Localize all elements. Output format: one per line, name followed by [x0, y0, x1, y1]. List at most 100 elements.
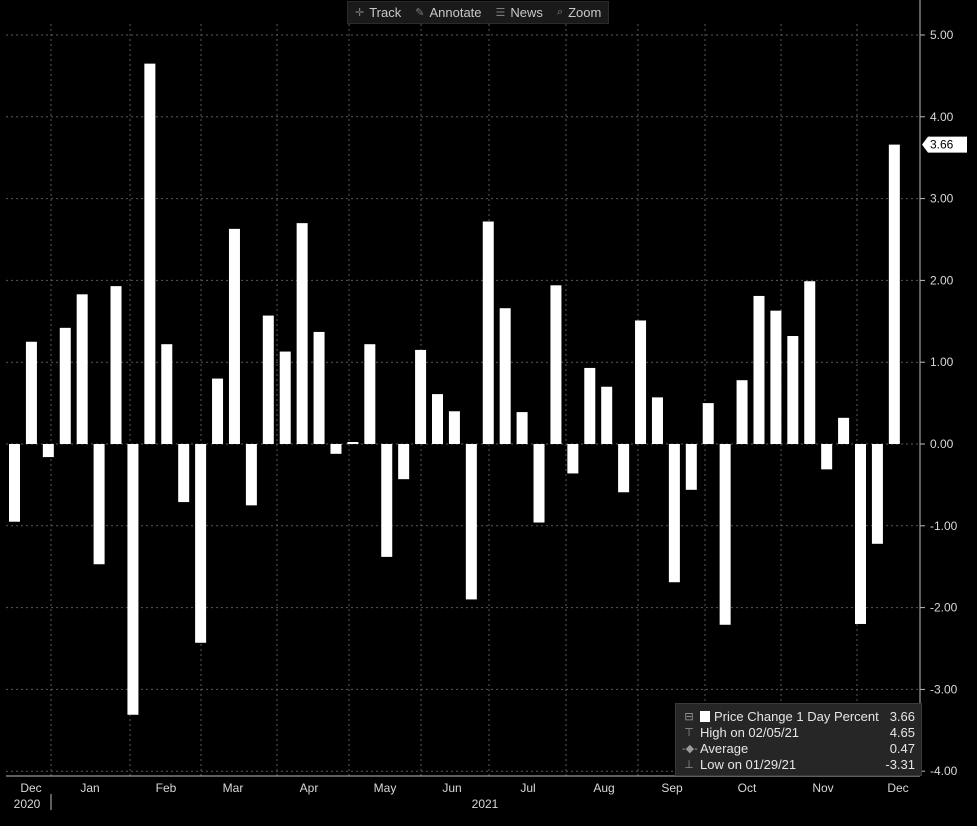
bar — [59, 327, 71, 444]
bar — [668, 444, 680, 583]
bar — [76, 294, 88, 444]
chart-toolbar: ✛ Track ✎ Annotate ☰ News ⌕ Zoom — [347, 1, 610, 24]
bar — [195, 444, 207, 643]
news-button[interactable]: ☰ News — [489, 2, 550, 23]
bar — [838, 417, 850, 444]
x-month-label: Aug — [593, 781, 614, 795]
bars — [9, 63, 900, 715]
bar — [364, 344, 376, 444]
bar — [245, 444, 257, 506]
legend-high-label: High on 02/05/21 — [700, 724, 800, 740]
y-tick-label: 0.00 — [930, 437, 954, 451]
average-marker-icon: -◆- — [682, 742, 698, 755]
bar — [25, 341, 37, 444]
bar — [685, 444, 697, 490]
zoom-label: Zoom — [568, 5, 602, 20]
pencil-icon: ✎ — [415, 7, 425, 19]
x-month-label: Jan — [80, 781, 99, 795]
bar — [736, 380, 748, 444]
bar — [770, 310, 782, 444]
bar — [871, 444, 883, 544]
bar — [432, 394, 443, 444]
bar — [279, 351, 291, 444]
x-month-label: May — [374, 781, 397, 795]
x-month-label: Mar — [223, 781, 244, 795]
magnifier-icon: ⌕ — [556, 6, 564, 18]
y-tick-label: -4.00 — [930, 764, 958, 778]
bar — [178, 444, 190, 503]
x-year-label: 2020 — [14, 797, 41, 811]
y-tick-label: 4.00 — [930, 110, 954, 124]
last-value-tag-text: 3.66 — [930, 138, 954, 152]
bar — [161, 344, 173, 444]
bar — [516, 412, 528, 444]
bar — [448, 411, 460, 444]
legend-panel: ⊟ Price Change 1 Day Percent 3.66 ⊤ High… — [675, 703, 922, 776]
high-marker-icon: ⊤ — [684, 726, 694, 739]
series-swatch — [700, 710, 710, 722]
bar — [635, 320, 647, 444]
x-month-label: Jul — [520, 781, 535, 795]
bar — [804, 281, 816, 444]
bar — [262, 315, 274, 444]
bar — [550, 285, 562, 444]
bar — [855, 444, 866, 624]
x-year-label: 2021 — [472, 797, 499, 811]
news-icon: ☰ — [495, 7, 506, 19]
x-month-label: Dec — [887, 781, 908, 795]
bar — [330, 444, 342, 454]
bar — [651, 397, 663, 444]
legend-average-row: -◆- Average 0.47 — [682, 740, 915, 756]
last-value-tag: 3.66 — [922, 136, 967, 153]
bar — [702, 403, 714, 444]
x-month-label: Apr — [300, 781, 319, 795]
y-tick-label: 3.00 — [930, 192, 954, 206]
annotate-button[interactable]: ✎ Annotate — [408, 2, 488, 23]
bar — [567, 444, 579, 474]
track-button[interactable]: ✛ Track — [348, 2, 408, 23]
bar — [9, 444, 20, 522]
bar — [398, 444, 410, 480]
bar — [42, 444, 54, 458]
y-tick-label: 1.00 — [930, 355, 954, 369]
bar — [618, 444, 630, 493]
bar — [584, 367, 596, 444]
x-month-label: Feb — [156, 781, 177, 795]
y-tick-label: -3.00 — [930, 682, 958, 696]
bar — [415, 349, 427, 444]
legend-high-row: ⊤ High on 02/05/21 4.65 — [682, 724, 915, 740]
bar — [347, 442, 359, 444]
y-tick-label: -1.00 — [930, 519, 958, 533]
bar — [787, 336, 799, 444]
bar — [127, 444, 139, 715]
bar — [753, 295, 765, 444]
x-month-label: Jun — [442, 781, 461, 795]
legend-series-row[interactable]: ⊟ Price Change 1 Day Percent 3.66 — [682, 708, 915, 724]
bar — [499, 308, 511, 444]
legend-high-value: 4.65 — [889, 724, 915, 740]
crosshair-icon: ✛ — [355, 7, 365, 19]
legend-low-row: ⊥ Low on 01/29/21 -3.31 — [682, 756, 915, 772]
bar — [296, 223, 308, 444]
collapse-icon[interactable]: ⊟ — [684, 710, 694, 723]
bar — [821, 444, 833, 470]
low-marker-icon: ⊥ — [684, 758, 694, 771]
track-label: Track — [369, 5, 402, 20]
bar — [601, 386, 613, 444]
legend-series-value: 3.66 — [889, 708, 915, 724]
legend-low-value: -3.31 — [885, 756, 915, 772]
bar — [482, 221, 494, 444]
zoom-button[interactable]: ⌕ Zoom — [550, 2, 608, 23]
bar — [381, 444, 393, 557]
x-month-label: Nov — [812, 781, 833, 795]
bar — [228, 228, 240, 444]
bar — [533, 444, 545, 523]
x-month-label: Oct — [738, 781, 757, 795]
axes: 5.00 4.00 3.00 2.00 1.00 0.00 -1.00 -2.00 -3.00 -… — [6, 0, 958, 811]
y-tick-label: 5.00 — [930, 28, 954, 42]
bar — [144, 63, 156, 444]
bar — [888, 144, 900, 444]
annotate-label: Annotate — [429, 5, 482, 20]
